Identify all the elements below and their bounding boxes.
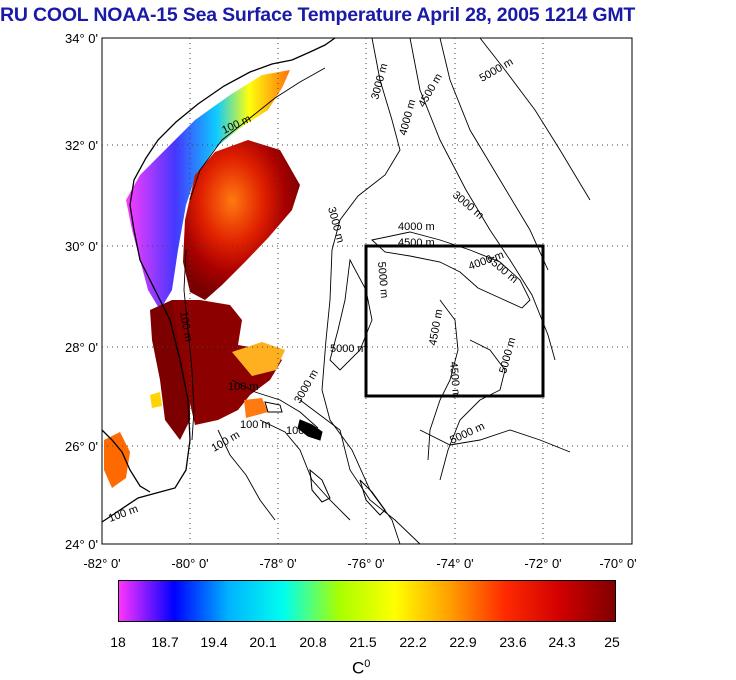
lat-tick-label: 32° 0' — [65, 138, 98, 153]
lon-tick-label: -80° 0' — [171, 556, 208, 571]
contour-label: 4000 m — [398, 221, 435, 233]
contour-label: 100 m — [286, 425, 317, 437]
lon-tick-label: -78° 0' — [259, 556, 296, 571]
lon-tick-label: -74° 0' — [436, 556, 473, 571]
gulf-coast-warm-water — [104, 392, 162, 488]
colorbar-tick-label: 18.7 — [151, 634, 179, 650]
bahamas-islands — [264, 401, 386, 516]
contour-label: 4500 m — [398, 237, 435, 249]
coastline — [101, 37, 336, 523]
lat-tick-label: 28° 0' — [65, 340, 98, 355]
contour-label: 5000 m — [375, 261, 390, 299]
lon-tick-label: -76° 0' — [347, 556, 384, 571]
colorbar-tick-label: 23.6 — [499, 634, 527, 650]
colorbar-tick-label: 18 — [110, 634, 126, 650]
lat-tick-label: 30° 0' — [65, 239, 98, 254]
temperature-colorbar — [118, 580, 616, 622]
chart-title: RU COOL NOAA-15 Sea Surface Temperature … — [0, 4, 636, 26]
contour-label: 5000 m — [330, 343, 367, 355]
lat-tick-label: 34° 0' — [65, 31, 98, 46]
colorbar-tick-label: 22.9 — [449, 634, 477, 650]
contour-label: 100 m — [228, 381, 259, 393]
contour-label: 4500 m — [447, 361, 462, 399]
colorbar-tick-label: 20.8 — [299, 634, 327, 650]
gulf-stream-warm-core — [172, 140, 300, 425]
longitude-labels: -82° 0' -80° 0' -78° 0' -76° 0' -74° 0' … — [83, 556, 636, 571]
unit-text: C — [352, 658, 365, 678]
colorbar-tick-label: 25 — [604, 634, 620, 650]
study-area-box — [364, 244, 545, 398]
contour-label: 100 m — [177, 310, 194, 342]
latitude-labels: 34° 0' 32° 0' 30° 0' 28° 0' 26° 0' 24° 0… — [65, 31, 98, 552]
lon-tick-label: -72° 0' — [524, 556, 561, 571]
colorbar-unit: C0 — [352, 658, 370, 679]
lon-tick-label: -82° 0' — [83, 556, 120, 571]
lon-tick-label: -70° 0' — [599, 556, 636, 571]
contour-label: 100 m — [240, 419, 271, 431]
colorbar-tick-label: 24.3 — [548, 634, 576, 650]
colorbar-tick-label: 19.4 — [200, 634, 228, 650]
colorbar-tick-label: 20.1 — [249, 634, 277, 650]
colorbar-tick-label: 22.2 — [399, 634, 427, 650]
unit-superscript: 0 — [364, 658, 371, 670]
lat-tick-label: 26° 0' — [65, 439, 98, 454]
colorbar-tick-label: 21.5 — [349, 634, 377, 650]
bathymetry-contours — [183, 37, 591, 545]
lat-tick-label: 24° 0' — [65, 537, 98, 552]
